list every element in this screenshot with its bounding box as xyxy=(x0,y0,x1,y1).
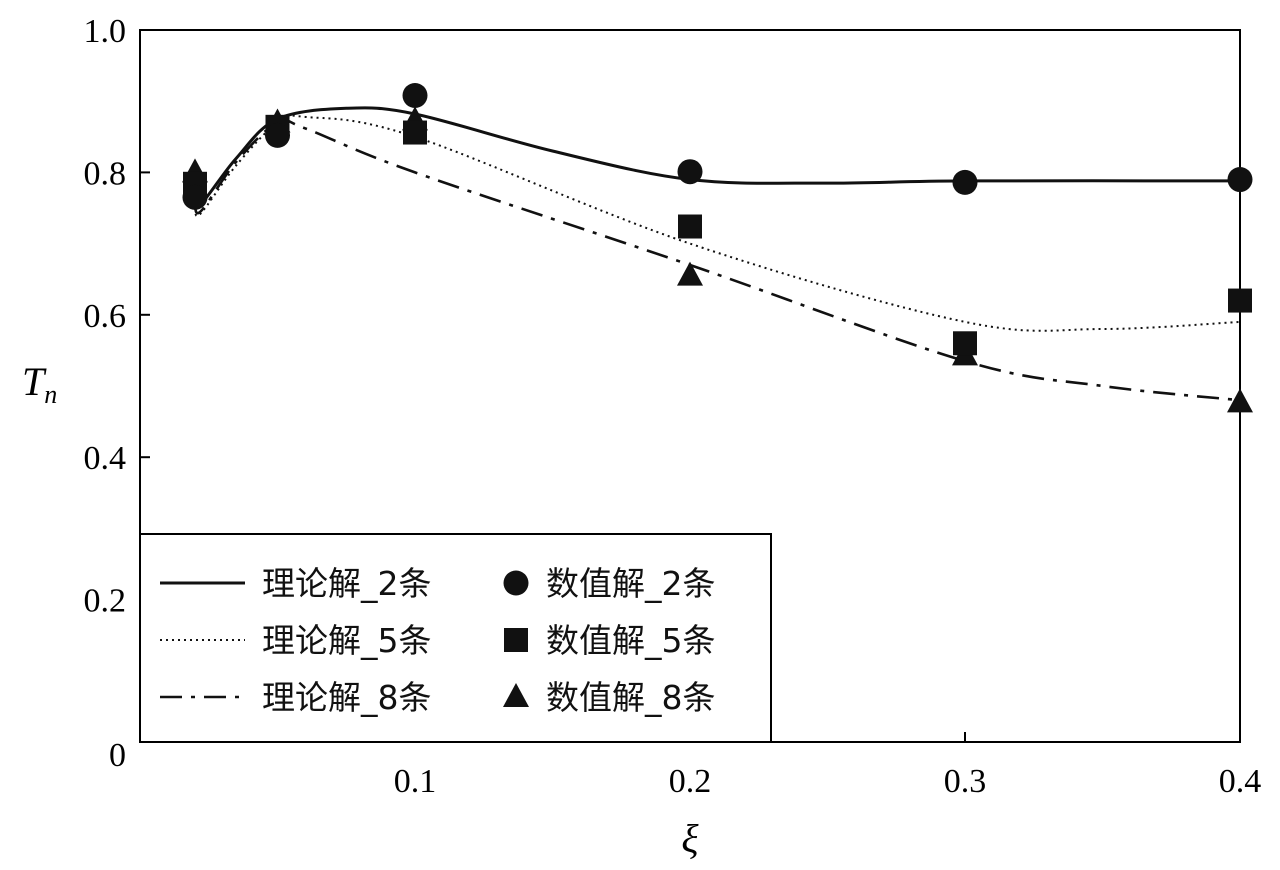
y-tick-label: 1.0 xyxy=(84,13,127,50)
legend-label: 理论解_8条 xyxy=(262,678,432,717)
x-axis-label: ξ xyxy=(681,816,699,861)
square-marker xyxy=(953,331,977,356)
circle-marker xyxy=(402,83,428,109)
numeric-markers xyxy=(182,83,1253,413)
x-tick-label: 0.3 xyxy=(944,763,987,800)
square-marker xyxy=(678,214,702,239)
triangle-marker xyxy=(677,261,703,286)
theory-curve-3 xyxy=(193,118,1241,402)
circle-marker xyxy=(952,169,978,195)
theory-curve-1 xyxy=(193,106,1241,208)
x-tick-label: 0 xyxy=(109,737,126,774)
legend-box xyxy=(139,533,772,743)
legend-circle-icon xyxy=(503,570,529,596)
circle-marker xyxy=(1227,167,1253,193)
legend-label: 理论解_5条 xyxy=(262,621,432,660)
x-axis-ticks: 0 0.1 0.2 0.3 0.4 xyxy=(109,732,1261,800)
square-marker xyxy=(1228,288,1252,313)
legend-label: 理论解_2条 xyxy=(262,564,432,603)
y-axis-label: Tn xyxy=(22,359,57,409)
legend-label: 数值解_2条 xyxy=(546,564,716,603)
x-tick-label: 0.1 xyxy=(394,763,437,800)
x-tick-label: 0.2 xyxy=(669,763,712,800)
y-tick-label: 0.6 xyxy=(84,298,127,335)
circle-marker xyxy=(265,122,290,148)
circle-marker xyxy=(677,159,703,185)
triangle-marker xyxy=(1227,388,1253,413)
legend-triangle-icon xyxy=(503,683,529,707)
y-tick-label: 0.8 xyxy=(84,155,127,192)
y-axis-ticks: 0.2 0.4 0.6 0.8 1.0 xyxy=(84,13,150,620)
legend-label: 数值解_5条 xyxy=(546,621,716,660)
circle-marker xyxy=(182,184,208,210)
x-tick-label: 0.4 xyxy=(1219,763,1262,800)
y-tick-label: 0.2 xyxy=(84,583,127,620)
legend-label: 数值解_8条 xyxy=(546,678,716,717)
legend-square-icon xyxy=(504,628,528,652)
theory-curves xyxy=(193,106,1241,402)
y-tick-label: 0.4 xyxy=(84,440,127,477)
square-marker xyxy=(403,120,427,145)
theory-curve-2 xyxy=(194,114,1241,332)
